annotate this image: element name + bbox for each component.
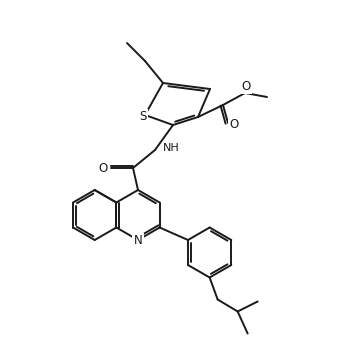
Text: NH: NH <box>163 143 180 153</box>
Text: O: O <box>98 161 108 174</box>
Text: N: N <box>133 235 142 248</box>
Text: S: S <box>139 110 147 123</box>
Text: O: O <box>241 79 251 92</box>
Text: O: O <box>229 118 239 132</box>
